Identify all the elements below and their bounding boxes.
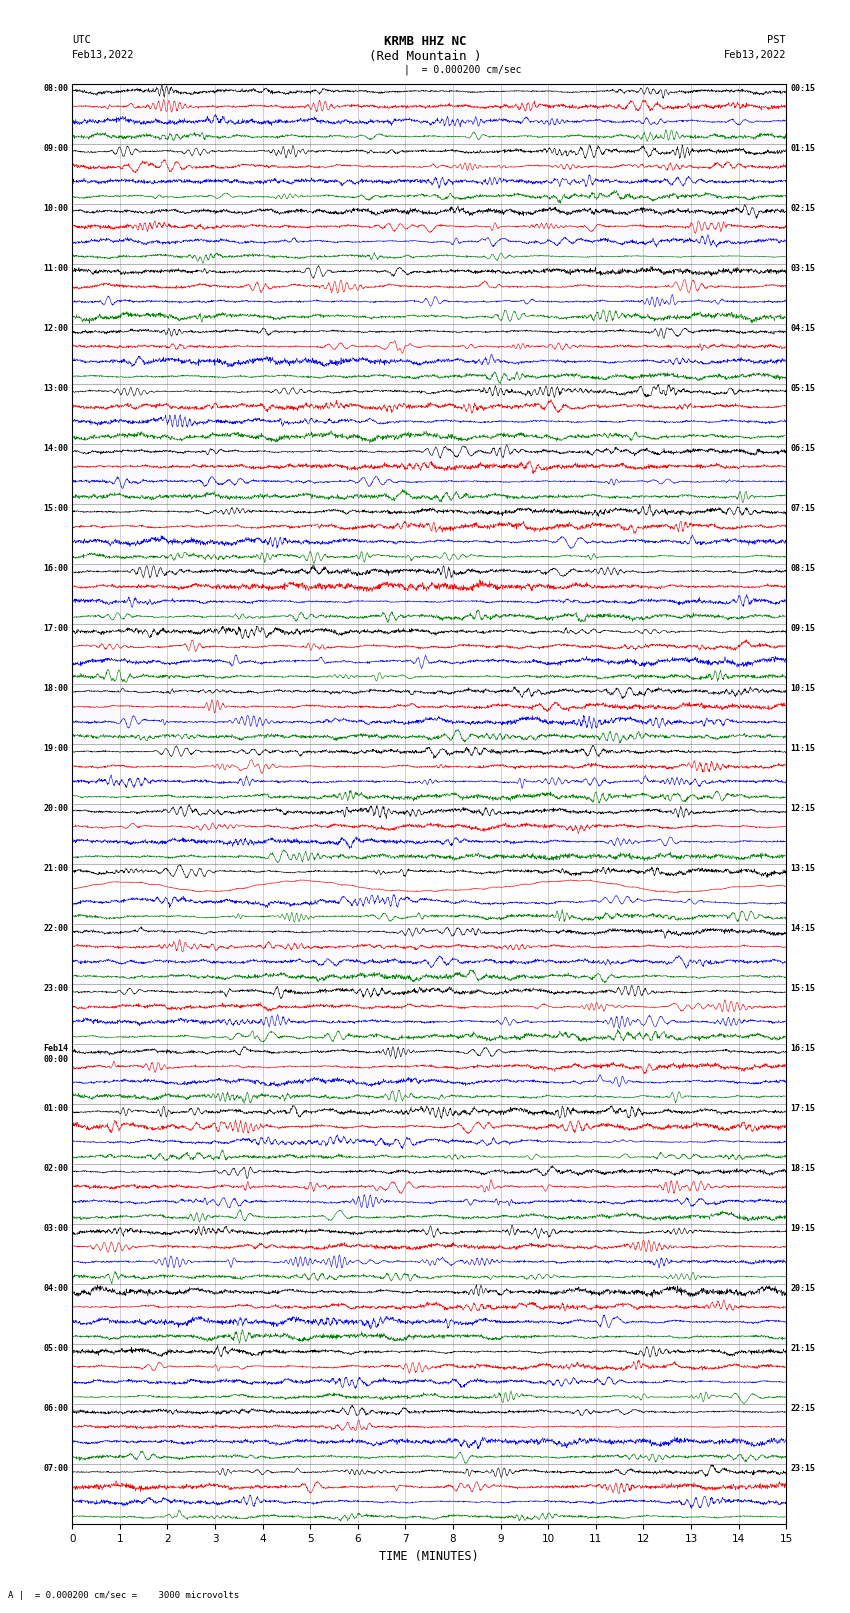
Text: Feb14
00:00: Feb14 00:00 [43, 1044, 68, 1063]
Text: 17:15: 17:15 [790, 1105, 815, 1113]
Text: 20:00: 20:00 [43, 803, 68, 813]
Text: 01:15: 01:15 [790, 144, 815, 153]
Text: 02:00: 02:00 [43, 1165, 68, 1173]
Text: 09:00: 09:00 [43, 144, 68, 153]
Text: KRMB HHZ NC: KRMB HHZ NC [383, 35, 467, 48]
Text: 06:00: 06:00 [43, 1405, 68, 1413]
Text: A |  = 0.000200 cm/sec =    3000 microvolts: A | = 0.000200 cm/sec = 3000 microvolts [8, 1590, 240, 1600]
Text: 16:15: 16:15 [790, 1044, 815, 1053]
Bar [72, 324, 786, 384]
Text: 14:15: 14:15 [790, 924, 815, 932]
Text: 07:00: 07:00 [43, 1465, 68, 1473]
Text: Feb13,2022: Feb13,2022 [72, 50, 135, 60]
Text: PST: PST [768, 35, 786, 45]
Text: |  = 0.000200 cm/sec: | = 0.000200 cm/sec [404, 65, 521, 76]
Bar [72, 444, 786, 503]
Text: 15:00: 15:00 [43, 503, 68, 513]
Text: 04:15: 04:15 [790, 324, 815, 332]
Bar [72, 1405, 786, 1465]
Bar [72, 565, 786, 624]
Text: 13:15: 13:15 [790, 865, 815, 873]
Text: 03:15: 03:15 [790, 265, 815, 273]
Text: 01:00: 01:00 [43, 1105, 68, 1113]
Text: 11:15: 11:15 [790, 744, 815, 753]
Text: 20:15: 20:15 [790, 1284, 815, 1294]
Text: 16:00: 16:00 [43, 565, 68, 573]
Text: 12:00: 12:00 [43, 324, 68, 332]
Text: 17:00: 17:00 [43, 624, 68, 632]
Text: 00:15: 00:15 [790, 84, 815, 94]
Text: 13:00: 13:00 [43, 384, 68, 394]
Bar [72, 805, 786, 865]
Text: 07:15: 07:15 [790, 503, 815, 513]
Text: 03:00: 03:00 [43, 1224, 68, 1234]
Text: 11:00: 11:00 [43, 265, 68, 273]
X-axis label: TIME (MINUTES): TIME (MINUTES) [379, 1550, 479, 1563]
Bar [72, 84, 786, 144]
Text: 09:15: 09:15 [790, 624, 815, 632]
Text: Feb13,2022: Feb13,2022 [723, 50, 786, 60]
Bar [72, 684, 786, 744]
Text: 22:00: 22:00 [43, 924, 68, 932]
Text: 23:15: 23:15 [790, 1465, 815, 1473]
Text: 21:15: 21:15 [790, 1344, 815, 1353]
Text: 08:00: 08:00 [43, 84, 68, 94]
Bar [72, 1165, 786, 1224]
Text: 08:15: 08:15 [790, 565, 815, 573]
Text: 02:15: 02:15 [790, 203, 815, 213]
Text: 21:00: 21:00 [43, 865, 68, 873]
Text: 19:00: 19:00 [43, 744, 68, 753]
Text: 19:15: 19:15 [790, 1224, 815, 1234]
Text: 05:15: 05:15 [790, 384, 815, 394]
Bar [72, 1284, 786, 1344]
Text: 06:15: 06:15 [790, 444, 815, 453]
Text: 22:15: 22:15 [790, 1405, 815, 1413]
Text: 18:15: 18:15 [790, 1165, 815, 1173]
Bar [72, 1044, 786, 1105]
Text: 14:00: 14:00 [43, 444, 68, 453]
Text: (Red Mountain ): (Red Mountain ) [369, 50, 481, 63]
Text: 04:00: 04:00 [43, 1284, 68, 1294]
Text: 12:15: 12:15 [790, 803, 815, 813]
Text: 10:00: 10:00 [43, 203, 68, 213]
Text: 23:00: 23:00 [43, 984, 68, 994]
Text: 15:15: 15:15 [790, 984, 815, 994]
Text: UTC: UTC [72, 35, 91, 45]
Text: 05:00: 05:00 [43, 1344, 68, 1353]
Text: 18:00: 18:00 [43, 684, 68, 694]
Text: 10:15: 10:15 [790, 684, 815, 694]
Bar [72, 203, 786, 265]
Bar [72, 924, 786, 984]
